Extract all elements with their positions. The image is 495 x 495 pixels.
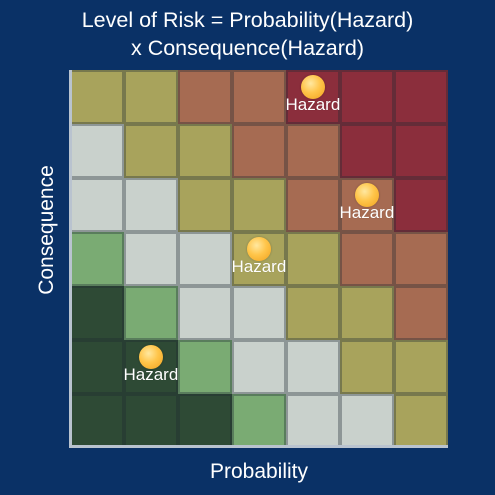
risk-cell: [340, 124, 394, 178]
risk-cell: [286, 286, 340, 340]
risk-cell: [232, 70, 286, 124]
title-line-2: x Consequence(Hazard): [130, 36, 365, 60]
hazard-label: Hazard: [285, 95, 341, 114]
risk-cell: [178, 340, 232, 394]
risk-cell: [178, 178, 232, 232]
title-line-1: Level of Risk = Probability(Hazard): [81, 8, 414, 32]
risk-cell: [70, 286, 124, 340]
risk-cell: [124, 70, 178, 124]
risk-cell: [178, 232, 232, 286]
risk-cell: [286, 124, 340, 178]
risk-cell: [232, 340, 286, 394]
risk-cell: [124, 124, 178, 178]
risk-cell: [394, 70, 448, 124]
hazard-label: Hazard: [231, 257, 287, 276]
risk-cell: [340, 70, 394, 124]
risk-cell: [286, 340, 340, 394]
risk-cell: [178, 286, 232, 340]
hazard-marker-icon: [355, 183, 379, 207]
risk-cell: [394, 232, 448, 286]
risk-cell: [124, 178, 178, 232]
risk-cell: [394, 394, 448, 448]
risk-cell: [232, 394, 286, 448]
risk-cell: [394, 124, 448, 178]
risk-cell: [70, 178, 124, 232]
hazard-marker-icon: [139, 345, 163, 369]
risk-matrix-grid: [70, 70, 448, 448]
risk-cell: [70, 70, 124, 124]
risk-cell: [124, 286, 178, 340]
risk-cell: [340, 232, 394, 286]
risk-cell: [394, 286, 448, 340]
risk-cell: [232, 178, 286, 232]
risk-cell: [286, 178, 340, 232]
risk-cell: [70, 340, 124, 394]
risk-cell: [70, 394, 124, 448]
risk-cell: [340, 394, 394, 448]
risk-cell: [286, 232, 340, 286]
risk-cell: [394, 340, 448, 394]
hazard-label: Hazard: [123, 365, 179, 384]
hazard-marker-icon: [247, 237, 271, 261]
risk-cell: [124, 232, 178, 286]
risk-cell: [394, 178, 448, 232]
risk-cell: [286, 394, 340, 448]
risk-cell: [232, 124, 286, 178]
y-axis-line: [69, 70, 72, 448]
risk-cell: [124, 394, 178, 448]
risk-cell: [178, 394, 232, 448]
hazard-marker-icon: [301, 75, 325, 99]
risk-cell: [232, 232, 286, 286]
x-axis-label: Probability: [209, 460, 309, 483]
risk-cell: [70, 124, 124, 178]
risk-cell: [232, 286, 286, 340]
y-axis-label: Consequence: [35, 165, 58, 295]
x-axis-line: [69, 445, 448, 448]
risk-cell: [340, 286, 394, 340]
risk-cell: [70, 232, 124, 286]
title: Level of Risk = Probability(Hazard) x Co…: [0, 6, 495, 62]
hazard-label: Hazard: [339, 203, 395, 222]
risk-cell: [178, 124, 232, 178]
risk-cell: [178, 70, 232, 124]
risk-cell: [340, 340, 394, 394]
